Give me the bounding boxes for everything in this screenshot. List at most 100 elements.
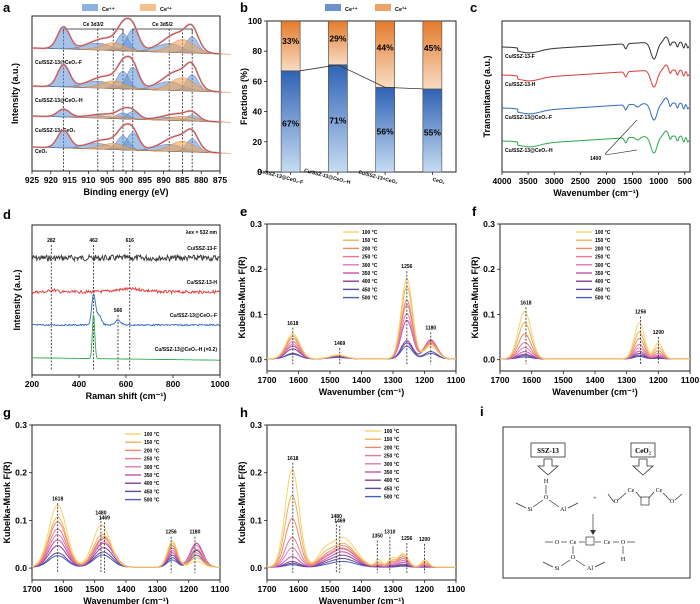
y-axis-label: Kubelka-Munk F(R) [237,256,247,338]
peak-label: 1256 [401,264,412,270]
peak-label: 462 [89,238,98,244]
oxygen-vacancy [640,496,650,506]
x-tick-label: 915 [63,175,77,185]
x-axis-label: Wavenumber (cm⁻¹) [319,596,404,604]
bond [594,561,606,568]
x-tick-label: 920 [44,175,58,185]
annotation-arrow [604,149,638,156]
x-tick-label: 1200 [415,375,434,385]
fit-envelope [32,123,220,154]
legend-label: 500 °C [384,495,400,501]
legend-label: 200 °C [362,246,378,252]
x-tick-label: 1700 [258,375,277,385]
y-tick-label: 100 [248,16,262,26]
legend-label: 250 °C [595,255,611,261]
panel-b: b Ce⁴⁺ Ce³⁺ 0 20 40 60 80 100 Fractions (%) 67% 33%… [239,0,457,186]
bar-value-label: 45% [424,43,441,53]
legend-label: 150 °C [595,238,611,244]
legend-label: 150 °C [362,238,378,244]
x-tick-label: 1500 [623,176,642,186]
trend-line [300,64,423,90]
x-tick-label: 1500 [321,584,340,594]
atom-label: Ce [628,488,635,494]
legend-swatch [375,4,391,11]
peak-label: 1469 [99,515,110,521]
ftir-line [502,64,690,88]
y-tick-label: 0.0 [250,563,262,573]
bond [560,559,571,567]
annotation-arrow [604,119,638,155]
panel-i: i SSZ-13 CeO₂ H O Si Al + O Ce Ce O O Ce Ce O H O Si Al [480,404,691,579]
hollow-down-arrow-icon [631,458,655,476]
legend-label: 250 °C [144,457,160,463]
atom-label: O [544,495,549,501]
panel-g: g 1700 1600 1500 1400 1300 1200 1100 0.0 0.1 0.2 0.… [2,405,229,604]
y-tick-label: 0.0 [483,355,495,365]
spectrum-150C [267,495,456,568]
atom-label: Al [560,507,566,513]
y-tick-label: 0.2 [15,468,27,478]
x-axis-label: Wavenumber (cm⁻¹) [553,188,638,198]
x-tick-label: 1100 [211,584,230,594]
spectrum-250C [267,537,456,568]
legend-label: 250 °C [384,454,400,460]
legend-label: Ce⁴⁺ [345,6,358,13]
series-label: Cu/SSZ-13@CeO₂-F [505,115,552,121]
bond [674,493,683,501]
panel-h: h 1700 1600 1500 1400 1300 1200 1100 0.0 0.1 0.2 0.… [237,405,465,604]
legend-label: 400 °C [595,279,611,285]
x-tick-label: 1200 [415,584,434,594]
y-tick-label: 0.3 [250,420,262,430]
x-tick-label: 1600 [54,584,73,594]
legend-label: 300 °C [144,465,160,471]
spectrum-200C [266,517,456,568]
bar-ce3 [375,20,395,88]
hollow-down-arrow-icon [536,458,560,476]
legend-label: 200 °C [144,448,160,454]
axes-frame [501,20,691,173]
legend-label: 200 °C [595,246,611,252]
x-tick-label: 4000 [493,176,512,186]
peak-label: 1618 [52,496,63,502]
legend-label: 250 °C [362,255,378,261]
peak-label: 1480 [95,511,106,517]
y-tick-label: 80 [253,46,263,56]
y-tick-label: 40 [253,107,263,117]
x-tick-label: 1200 [179,584,198,594]
y-axis-label: Intensity (a.u.) [10,63,20,124]
panel-d: d 200 400 600 800 1000 Raman shift (cm⁻¹) Inten… [3,207,230,401]
x-tick-label: 890 [157,175,171,185]
x-axis-label: Wavenumber (cm⁻¹) [319,387,404,397]
x-tick-label: 500 [678,176,692,186]
x-tick-label: 910 [81,175,95,185]
legend-swatch [325,4,341,11]
plus-sign: + [593,496,597,502]
bond [635,491,642,499]
y-tick-label: 0.2 [483,264,495,274]
y-tick-label: 0.3 [483,219,495,229]
y-tick-label: 0.2 [250,468,262,478]
x-tick-label: 600 [119,379,133,389]
x-tick-label: 875 [213,175,227,185]
legend-label: 350 °C [144,473,160,479]
atom-label: O [555,540,560,546]
x-tick-label: 1500 [321,375,340,385]
y-axis-label: Intensity (a.u.) [12,269,22,330]
y-tick-label: 0.1 [15,515,27,525]
x-tick-label: 900 [119,175,133,185]
x-tick-label: 1100 [447,584,466,594]
legend-label: 450 °C [384,486,400,492]
legend-label: 400 °C [384,478,400,484]
peak-label: 1200 [419,537,430,543]
bar-value-label: 71% [329,115,346,125]
panel-c: c 4000 3500 3000 2500 2000 1500 1000 500 Wavenumb… [470,0,692,198]
peak-label: 1618 [287,456,298,462]
panel-letter: i [480,404,484,419]
y-axis-label: Kubelka-Munk F(R) [237,461,247,543]
x-tick-label: 925 [25,175,39,185]
bond [607,493,615,503]
panel-letter: d [3,207,11,222]
raman-line [31,286,220,296]
ceo2-box [630,442,656,458]
series-label: CeO₂ [35,149,48,155]
